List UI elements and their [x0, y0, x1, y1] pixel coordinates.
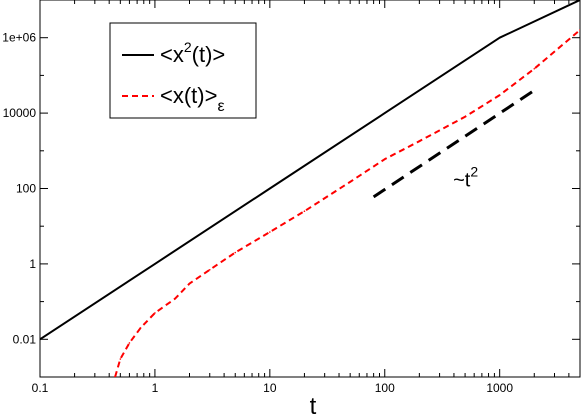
- reference-guide-line: [372, 89, 536, 199]
- series-1-point: [269, 187, 271, 190]
- series-2-point: [303, 210, 306, 212]
- x-axis-label: t: [310, 393, 317, 417]
- series-line-1: [40, 0, 580, 341]
- y-tick-label: 0.01: [13, 332, 37, 346]
- series-1-point: [579, 0, 580, 1]
- legend-series-1-sup: 2: [184, 39, 192, 55]
- x-tick-label: 10: [263, 381, 277, 395]
- annotation-layer: ~t2: [372, 89, 536, 199]
- axis-tick-labels: 0.1 1 10 100 1000 0.01 1 100 10000 1e+06: [2, 31, 513, 395]
- x-tick-label: 1: [152, 381, 159, 395]
- series-2-point: [464, 115, 466, 118]
- series-1-point: [40, 338, 41, 341]
- series-1-point: [498, 36, 501, 39]
- x-tick-label: 100: [375, 381, 395, 395]
- legend-series-1-base: <x: [160, 42, 184, 67]
- series-2-point: [579, 29, 580, 31]
- series-1-point: [154, 263, 156, 265]
- series-2-point: [208, 268, 211, 271]
- series-2-point: [119, 358, 122, 360]
- series-line-2: [114, 29, 580, 377]
- y-tick-label: 10000: [3, 106, 37, 120]
- series-2-point: [269, 231, 271, 233]
- series-2-point: [349, 181, 351, 183]
- axis-ticks: [39, 0, 580, 377]
- series-2-point: [498, 94, 501, 96]
- series-2-point: [139, 327, 142, 329]
- legend-box: [109, 22, 257, 119]
- series-2-point: [418, 140, 421, 142]
- legend-series-2-base: <x(t)>: [160, 83, 217, 108]
- legend: <x2(t)> <x(t)>ε: [109, 22, 257, 119]
- legend-label-series-2: <x(t)>ε: [160, 83, 225, 115]
- legend-series-2-sub: ε: [217, 98, 224, 115]
- y-tick-label: 1e+06: [2, 31, 36, 45]
- reference-guide-label: ~t2: [453, 164, 478, 192]
- series-2-point: [128, 342, 131, 344]
- x-tick-label: 0.1: [32, 381, 49, 395]
- reference-guide-label-sup: 2: [470, 164, 478, 180]
- x-tick-label: 1000: [486, 381, 513, 395]
- series-2-point: [383, 158, 386, 160]
- series-2-point: [174, 297, 176, 300]
- series-1-point: [383, 112, 386, 114]
- legend-series-1-rest: (t)>: [192, 42, 226, 67]
- series-layer: [40, 0, 580, 377]
- reference-guide-label-base: ~t: [453, 170, 471, 192]
- series-2-point: [533, 67, 536, 70]
- legend-label-series-1: <x2(t)>: [160, 39, 225, 67]
- series-2-point: [234, 251, 237, 254]
- series-2-point: [154, 312, 156, 314]
- y-tick-label: 1: [29, 257, 36, 271]
- series-2-point: [114, 376, 116, 377]
- y-tick-label: 100: [16, 182, 36, 196]
- series-2-point: [188, 282, 191, 285]
